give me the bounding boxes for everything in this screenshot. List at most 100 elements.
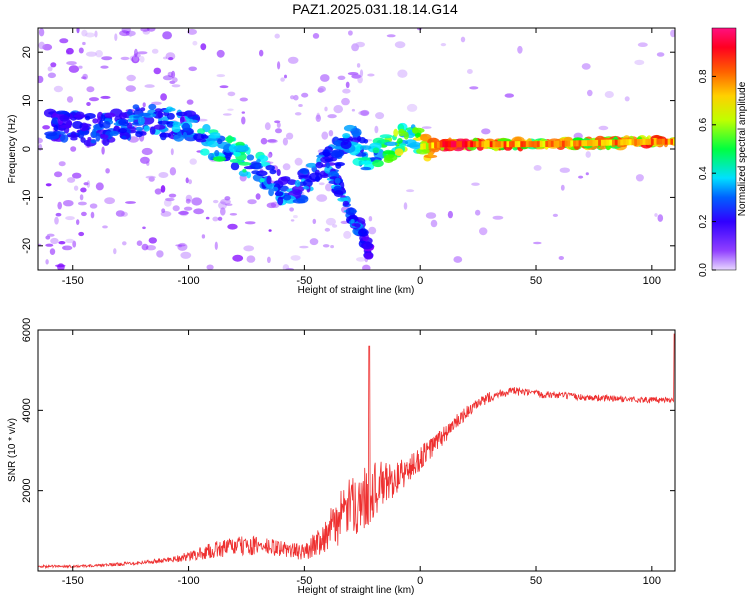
heatmap-band-cell (536, 141, 541, 148)
x-tick-label: -100 (178, 575, 200, 587)
heatmap-ridge-cell (100, 114, 106, 122)
heatmap-ridge-cell (81, 123, 92, 128)
colorbar-ticks: 0.0 0.2 0.4 0.6 0.8 (698, 69, 716, 277)
heatmap-cell (309, 238, 319, 246)
heatmap-cell (220, 198, 231, 205)
heatmap-cell (104, 197, 115, 205)
heatmap-cell (558, 256, 564, 260)
snr-y-label: SNR (10 * v/v) (7, 418, 18, 482)
heatmap-ridge-cell (292, 185, 305, 193)
heatmap-cell (504, 93, 514, 98)
heatmap-band-cell (442, 141, 446, 148)
heatmap-cell (284, 74, 287, 79)
heatmap-cell (54, 171, 63, 178)
heatmap-ridge-cell (302, 185, 310, 190)
heatmap-ridge-cell (305, 162, 317, 168)
heatmap-cell (327, 114, 337, 119)
heatmap-cell (65, 216, 75, 221)
heatmap-ridge-cell (95, 132, 101, 142)
colorbar-label: Normalized spectral amplitude (737, 81, 748, 216)
heatmap-ridge-cell (80, 137, 86, 143)
heatmap-cell (492, 215, 504, 220)
heatmap-cell (227, 91, 236, 97)
heatmap-cell (86, 102, 91, 106)
heatmap-ridge-cell (181, 122, 191, 131)
heatmap-ridge-cell (103, 112, 116, 118)
heatmap-cell (324, 227, 331, 232)
heatmap-ridge-cell (320, 174, 329, 178)
heatmap-band-cell (509, 141, 513, 148)
heatmap-ridge-cell (384, 141, 398, 146)
heatmap-cell (312, 218, 317, 224)
heatmap-cell (328, 130, 334, 137)
heatmap-ridge-cell (379, 134, 393, 139)
heatmap-cell (66, 96, 74, 103)
heatmap-band-cell (664, 138, 669, 145)
heatmap-cell (165, 197, 175, 202)
heatmap-ridge-cell (256, 158, 261, 163)
heatmap-ridge-cell (372, 159, 384, 168)
heatmap-band-cell (617, 139, 622, 146)
heatmap-ridge-cell (87, 137, 92, 141)
heatmap-ridge-cell (354, 223, 361, 228)
heatmap-ridge-cell (138, 112, 151, 117)
y-tick-label: 0 (21, 146, 33, 152)
heatmap-cell (312, 33, 320, 39)
heatmap-ridge-cell (294, 179, 301, 188)
heatmap-ridge-cell (59, 115, 70, 122)
heatmap-cell (38, 28, 45, 37)
heatmap-cell (66, 47, 74, 55)
heatmap-ridge-cell (359, 145, 372, 151)
heatmap-band-cell (581, 140, 585, 147)
heatmap-cell (78, 65, 83, 69)
heatmap-band-cell (423, 143, 427, 150)
heatmap-cell (440, 43, 447, 47)
heatmap-cell (247, 199, 257, 205)
heatmap-cell (154, 188, 162, 195)
heatmap-cell (47, 66, 53, 72)
heatmap-cell (670, 29, 675, 38)
spectrogram-x-label: Height of straight line (km) (298, 285, 415, 296)
heatmap-band-cell (634, 139, 638, 146)
heatmap-ridge-cell (237, 161, 252, 166)
heatmap-ridge-cell (92, 118, 99, 124)
heatmap-ridge-cell (334, 162, 345, 167)
heatmap-cell (275, 128, 282, 134)
heatmap-ridge-cell (251, 170, 260, 175)
heatmap-cell (59, 38, 69, 44)
heatmap-ridge-cell (286, 179, 297, 186)
heatmap-cell (333, 105, 344, 114)
heatmap-cell (332, 224, 338, 228)
heatmap-cell (160, 93, 168, 101)
heatmap-cell (559, 167, 570, 173)
heatmap-cell (581, 63, 591, 70)
heatmap-band-cell (498, 141, 502, 148)
heatmap-cell (160, 185, 166, 193)
heatmap-ridge-cell (195, 138, 207, 143)
heatmap-cell (634, 59, 645, 66)
snr-y-ticks: 2000 4000 6000 (21, 318, 675, 503)
heatmap-band-cell (595, 139, 599, 146)
heatmap-cell (220, 207, 226, 216)
x-tick-label: 0 (417, 575, 423, 587)
heatmap-cell (206, 264, 214, 270)
heatmap-ridge-cell (153, 124, 166, 130)
heatmap-cell (290, 255, 301, 261)
heatmap-band-cell (642, 138, 647, 145)
heatmap-cell (188, 179, 193, 185)
heatmap-cell (225, 203, 233, 206)
heatmap-ridge-cell (299, 168, 310, 174)
heatmap-cell (142, 226, 146, 230)
heatmap-cell (224, 196, 231, 201)
heatmap-ridge-cell (127, 109, 133, 116)
heatmap-cell (101, 146, 105, 155)
heatmap-cell (425, 212, 437, 219)
heatmap-cell (172, 205, 180, 212)
heatmap-band-cell (606, 139, 610, 146)
x-tick-label: -150 (62, 275, 84, 287)
heatmap-cell (50, 237, 59, 245)
heatmap-cell (161, 208, 166, 213)
heatmap-cell (68, 65, 80, 73)
heatmap-cell (58, 241, 66, 245)
snr-x-ticks: -150 -100 -50 0 50 100 (62, 330, 661, 587)
